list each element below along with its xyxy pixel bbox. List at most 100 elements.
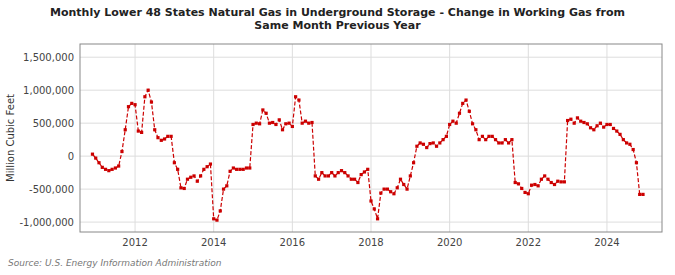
- point: [386, 188, 389, 191]
- point: [543, 174, 546, 177]
- point: [229, 170, 232, 173]
- point: [478, 138, 481, 141]
- grid-line: [371, 44, 372, 232]
- point: [458, 112, 461, 115]
- point: [314, 174, 317, 177]
- point: [107, 169, 110, 172]
- point: [523, 191, 526, 194]
- point: [592, 128, 595, 131]
- point: [301, 122, 304, 125]
- point: [599, 122, 602, 125]
- point: [111, 168, 114, 171]
- point: [491, 135, 494, 138]
- point: [635, 161, 638, 164]
- point: [428, 142, 431, 145]
- point: [320, 171, 323, 174]
- point: [448, 123, 451, 126]
- point: [156, 136, 159, 139]
- point: [441, 138, 444, 141]
- point: [373, 207, 376, 210]
- point: [101, 166, 104, 169]
- y-axis-label: Million Cubic Feet: [5, 94, 16, 182]
- point: [612, 127, 615, 130]
- point: [369, 199, 372, 202]
- grid-line: [449, 44, 450, 232]
- point: [425, 146, 428, 149]
- point: [586, 122, 589, 125]
- point: [153, 128, 156, 131]
- point: [327, 174, 330, 177]
- y-tick-label: 1,000,000: [23, 85, 74, 96]
- point: [333, 174, 336, 177]
- point: [251, 123, 254, 126]
- line: [92, 90, 643, 220]
- point: [294, 95, 297, 98]
- point: [438, 141, 441, 144]
- point: [232, 166, 235, 169]
- point: [527, 192, 530, 195]
- point: [455, 122, 458, 125]
- point: [602, 126, 605, 129]
- x-tick-label: 2016: [280, 237, 305, 248]
- point: [356, 181, 359, 184]
- point: [622, 138, 625, 141]
- point: [97, 161, 100, 164]
- point: [550, 181, 553, 184]
- point: [215, 219, 218, 222]
- point: [287, 122, 290, 125]
- point: [91, 153, 94, 156]
- point: [284, 122, 287, 125]
- point: [196, 180, 199, 183]
- point: [474, 128, 477, 131]
- point: [582, 121, 585, 124]
- point: [596, 124, 599, 127]
- point: [405, 188, 408, 191]
- point: [468, 110, 471, 113]
- point: [297, 98, 300, 101]
- point: [317, 178, 320, 181]
- point: [310, 121, 313, 124]
- point: [382, 188, 385, 191]
- point: [170, 135, 173, 138]
- point: [553, 183, 556, 186]
- point: [471, 122, 474, 125]
- series: [91, 89, 645, 222]
- point: [199, 174, 202, 177]
- point: [150, 100, 153, 103]
- y-tick-label: 500,000: [33, 118, 74, 129]
- point: [396, 186, 399, 189]
- point: [258, 122, 261, 125]
- point: [520, 187, 523, 190]
- point: [504, 138, 507, 141]
- x-tick-label: 2022: [516, 237, 541, 248]
- point: [124, 128, 127, 131]
- point: [235, 168, 238, 171]
- point: [281, 128, 284, 131]
- point: [350, 178, 353, 181]
- point: [337, 171, 340, 174]
- point: [510, 138, 513, 141]
- point: [363, 170, 366, 173]
- point: [638, 193, 641, 196]
- point: [183, 187, 186, 190]
- point: [127, 105, 130, 108]
- point: [615, 129, 618, 132]
- point: [514, 181, 517, 184]
- point: [500, 141, 503, 144]
- point: [94, 157, 97, 160]
- point: [566, 119, 569, 122]
- point: [625, 141, 628, 144]
- point: [563, 180, 566, 183]
- point: [343, 171, 346, 174]
- y-tick-label: 0: [68, 151, 74, 162]
- point: [556, 180, 559, 183]
- x-tick-label: 2020: [437, 237, 462, 248]
- point: [451, 120, 454, 123]
- point: [507, 141, 510, 144]
- point: [494, 138, 497, 141]
- point: [605, 123, 608, 126]
- chart: Monthly Lower 48 States Natural Gas in U…: [0, 0, 675, 275]
- point: [120, 150, 123, 153]
- point: [212, 217, 215, 220]
- point: [225, 184, 228, 187]
